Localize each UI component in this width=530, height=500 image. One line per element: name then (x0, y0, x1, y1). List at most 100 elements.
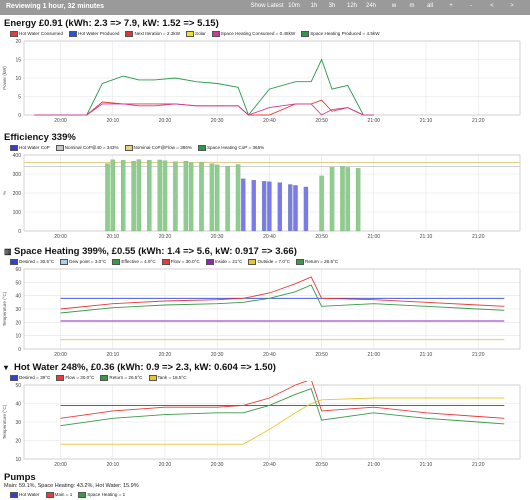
toolbar-button-2[interactable]: 1h (310, 3, 318, 9)
x-tick-label: 20:50 (315, 234, 328, 240)
y-tick-label: 40 (15, 402, 21, 408)
legend-swatch (10, 375, 18, 381)
legend-label: Dew point = 3.0°C (69, 259, 107, 265)
y-tick-label: 10 (15, 457, 21, 463)
bar (319, 175, 324, 232)
y-tick-label: 30 (15, 420, 21, 426)
toolbar-button-6[interactable]: w (391, 3, 397, 9)
y-tick-label: 20 (15, 320, 21, 326)
x-tick-label: 21:00 (368, 352, 381, 358)
bar (345, 167, 350, 232)
bar (235, 164, 241, 232)
y-tick-label: 5 (18, 95, 21, 101)
toolbar-button-5[interactable]: 24h (365, 3, 376, 9)
legend-item[interactable]: Solar (186, 31, 206, 37)
legend-item[interactable]: Nominal CoP@Flow = 386% (124, 145, 192, 151)
legend-item[interactable]: Space Heating Produced = 4.5kW (301, 31, 380, 37)
legend-item[interactable]: Hot Water CoP (10, 145, 50, 151)
legend-label: Outside = 7.0°C (257, 259, 291, 265)
space-heating-title-text: Space Heating 399%, £0.55 (kWh: 1.4 => 5… (14, 246, 297, 257)
x-tick-label: 21:00 (368, 234, 381, 240)
legend-swatch (45, 492, 54, 498)
toolbar-button-11[interactable]: < (490, 3, 494, 9)
bar (147, 160, 152, 232)
legend-swatch (248, 259, 257, 265)
x-tick-label: 20:40 (263, 118, 276, 124)
legend-item[interactable]: Desired = 30.5°C (10, 259, 54, 265)
legend-item[interactable]: Inside = 21°C (205, 259, 243, 265)
x-tick-label: 20:10 (107, 352, 120, 358)
y-tick-label: 100 (13, 210, 22, 216)
x-tick-label: 20:40 (263, 352, 276, 358)
legend-swatch (10, 145, 18, 151)
legend-item[interactable]: Flow = 30.0°C (161, 259, 200, 265)
series-line (60, 388, 505, 427)
bar (267, 181, 272, 232)
x-tick-label: 20:00 (54, 118, 67, 124)
legend-swatch (186, 31, 195, 37)
bar (355, 168, 361, 232)
legend-label: Main = 1 (54, 492, 73, 498)
legend-label: Space Heating Produced = 4.5kW (310, 31, 380, 37)
legend-item[interactable]: Tank = 18.5°C (148, 375, 187, 381)
legend-swatch (100, 375, 109, 381)
legend-item[interactable]: Effective = 4.9°C (112, 259, 156, 265)
legend-item[interactable]: Dew point = 3.0°C (60, 259, 106, 265)
legend-swatch (148, 375, 157, 381)
toolbar-button-3[interactable]: 3h (328, 3, 336, 9)
y-tick-label: 0 (18, 347, 21, 353)
space-heating-title: ▥ Space Heating 399%, £0.55 (kWh: 1.4 => … (4, 246, 297, 257)
legend-swatch (205, 259, 214, 265)
y-tick-label: 300 (13, 172, 22, 178)
series-line (34, 99, 374, 116)
legend-item[interactable]: Hot Water Produced (69, 31, 119, 37)
pumps-summary: Main: 59.1%, Space Heating: 43.2%, Hot W… (4, 483, 139, 489)
efficiency-legend: Hot Water CoP Nominal CoP@40 = 343% Nomina… (10, 145, 270, 151)
toolbar-button-0[interactable]: Show Latest (250, 3, 284, 9)
legend-item[interactable]: Hot Water (10, 492, 40, 498)
x-tick-label: 21:10 (420, 462, 433, 468)
y-tick-label: 50 (15, 383, 21, 389)
legend-label: Space Heating = 1 (87, 492, 126, 498)
legend-item[interactable]: Hot Water Consumed (10, 31, 63, 37)
series-line (60, 276, 505, 310)
legend-swatch (60, 259, 69, 265)
legend-item[interactable]: Return = 26.5°C (296, 259, 338, 265)
hot-water-title: ▾ Hot Water 248%, £0.36 (kWh: 0.9 => 2.3,… (4, 362, 276, 373)
legend-item[interactable]: Desired = 39°C (10, 375, 50, 381)
y-tick-label: 20 (15, 439, 21, 445)
toolbar-button-4[interactable]: 12h (346, 3, 357, 9)
legend-item[interactable]: Nominal CoP@40 = 343% (55, 145, 119, 151)
legend-item[interactable]: Space Heating = 1 (78, 492, 125, 498)
legend-swatch (56, 375, 65, 381)
legend-item[interactable]: Flow = 30.0°C (56, 375, 94, 381)
legend-label: Desired = 39°C (19, 375, 51, 381)
toolbar-button-12[interactable]: > (510, 3, 514, 9)
x-tick-label: 20:20 (159, 352, 172, 358)
bar (110, 159, 115, 232)
y-tick-label: 60 (15, 267, 21, 273)
pumps-title: Pumps (4, 472, 36, 483)
bar (251, 179, 256, 232)
plot-frame (23, 268, 521, 350)
bar (131, 160, 136, 232)
pumps-legend: Hot Water Main = 1 Space Heating = 1 (10, 492, 131, 498)
legend-item[interactable]: Space Heating CoP = 365% (197, 145, 264, 151)
toolbar-button-7[interactable]: m (409, 3, 415, 9)
legend-item[interactable]: Space Heating Consumed = 0.48kW (211, 31, 295, 37)
legend-item[interactable]: Outside = 7.0°C (248, 259, 290, 265)
legend-item[interactable]: Next Iteration = 2.3kW (125, 31, 180, 37)
bar (340, 166, 345, 232)
legend-swatch (78, 492, 87, 498)
toolbar-button-9[interactable]: + (449, 3, 453, 9)
x-tick-label: 21:10 (420, 118, 433, 124)
legend-item[interactable]: Main = 1 (45, 492, 73, 498)
toolbar-button-8[interactable]: all (426, 3, 433, 9)
toolbar-button-1[interactable]: 10m (288, 3, 300, 9)
x-tick-label: 20:20 (159, 234, 172, 240)
legend-label: Inside = 21°C (214, 259, 243, 265)
y-tick-label: 10 (15, 334, 21, 340)
toolbar-button-10[interactable]: - (470, 3, 472, 9)
bar (105, 163, 110, 232)
legend-item[interactable]: Return = 26.5°C (100, 375, 143, 381)
